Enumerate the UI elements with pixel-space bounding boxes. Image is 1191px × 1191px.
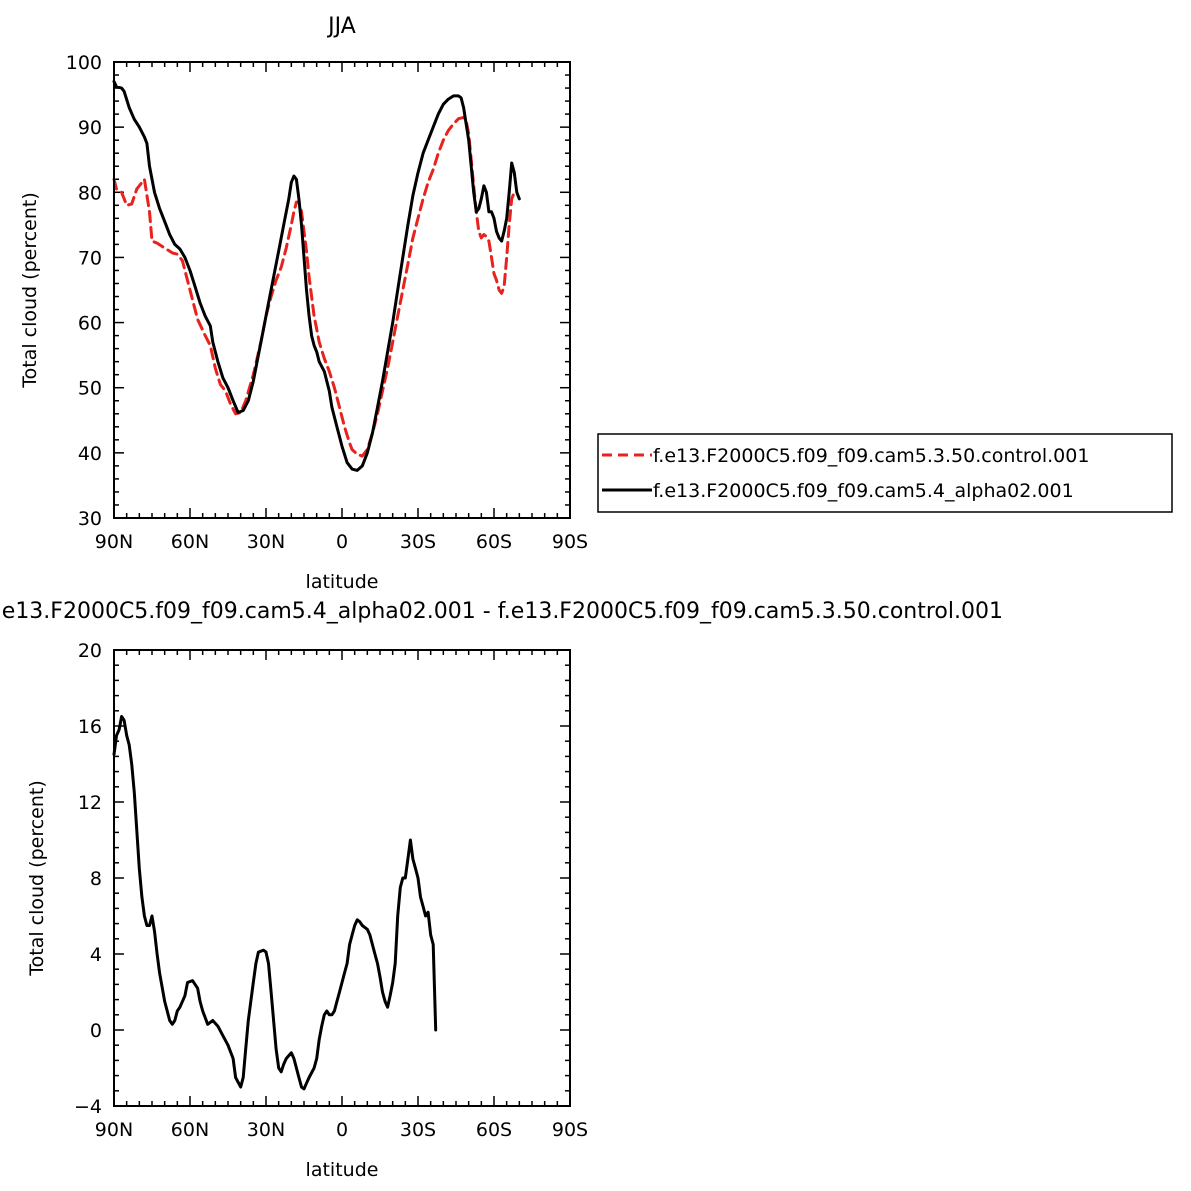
x-tick-label: 60N: [171, 531, 209, 553]
x-tick-label: 30N: [247, 531, 285, 553]
y-tick-label: 90: [78, 117, 102, 139]
x-tick-label: 0: [336, 531, 348, 553]
top-chart-title: JJA: [326, 14, 356, 39]
bottom-series-lines: [112, 715, 438, 1091]
top-y-axis-label: Total cloud (percent): [19, 192, 41, 389]
legend-box: [597, 433, 1173, 513]
bottom-chart-title: f.e13.F2000C5.f09_f09.cam5.4_alpha02.001…: [0, 599, 1003, 624]
bottom-series-line-0: [112, 715, 438, 1091]
y-tick-label: 12: [78, 792, 102, 814]
y-tick-label: −4: [74, 1096, 102, 1118]
y-tick-label: 20: [78, 640, 102, 662]
y-tick-label: 100: [66, 52, 102, 74]
top-chart: JJA 90N 60N 30N 0 30S 60S 90S 30 40 50 60 70 80 90 100…: [19, 14, 1173, 593]
top-x-axis-label: latitude: [306, 571, 379, 593]
top-legend: f.e13.F2000C5.f09_f09.cam5.3.50.control.…: [597, 433, 1173, 513]
x-tick-label: 30S: [400, 531, 436, 553]
top-ticks: 90N 60N 30N 0 30S 60S 90S 30 40 50 60 70 80 90 100: [66, 52, 588, 553]
y-tick-label: 30: [78, 508, 102, 530]
x-tick-label: 30N: [247, 1119, 285, 1141]
x-tick-label: 60N: [171, 1119, 209, 1141]
bottom-plot-frame: [113, 649, 571, 1107]
x-tick-label: 60S: [476, 531, 512, 553]
top-plot-frame: [113, 61, 571, 519]
legend-label-control: f.e13.F2000C5.f09_f09.cam5.3.50.control.…: [653, 445, 1089, 467]
x-tick-label: 90S: [552, 1119, 588, 1141]
x-tick-label: 60S: [476, 1119, 512, 1141]
legend-label-alpha02: f.e13.F2000C5.f09_f09.cam5.4_alpha02.001: [653, 480, 1074, 502]
bottom-chart: f.e13.F2000C5.f09_f09.cam5.4_alpha02.001…: [0, 599, 1003, 1181]
bottom-y-axis-label: Total cloud (percent): [26, 780, 48, 977]
x-tick-label: 90N: [95, 531, 133, 553]
x-tick-label: 0: [336, 1119, 348, 1141]
x-tick-label: 90S: [552, 531, 588, 553]
y-tick-label: 60: [78, 313, 102, 335]
y-tick-label: 0: [90, 1020, 102, 1042]
y-tick-label: 16: [78, 716, 102, 738]
y-tick-label: 50: [78, 378, 102, 400]
y-tick-label: 40: [78, 443, 102, 465]
top-series-lines: [112, 80, 521, 472]
y-tick-label: 80: [78, 182, 102, 204]
x-tick-label: 90N: [95, 1119, 133, 1141]
bottom-x-axis-label: latitude: [306, 1159, 379, 1181]
top-series-line-1: [112, 80, 521, 472]
x-tick-label: 30S: [400, 1119, 436, 1141]
bottom-ticks: 90N 60N 30N 0 30S 60S 90S −4 0 4 8 12 16 20: [74, 640, 588, 1141]
y-tick-label: 4: [90, 944, 102, 966]
y-tick-label: 70: [78, 247, 102, 269]
y-tick-label: 8: [90, 868, 102, 890]
top-series-line-0: [112, 115, 516, 458]
